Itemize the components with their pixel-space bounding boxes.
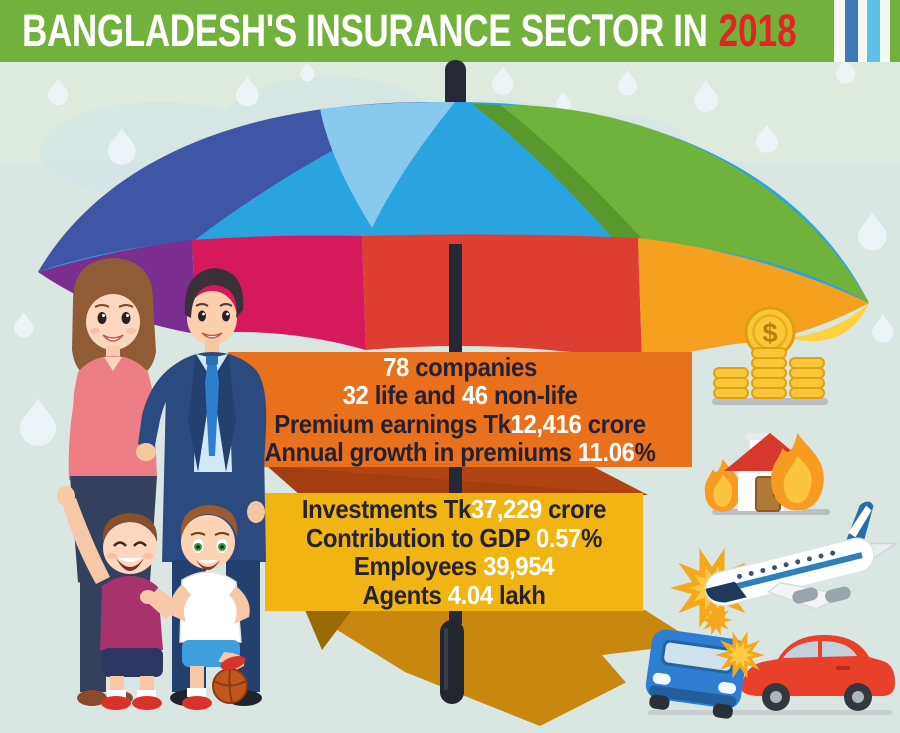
boy-waving-figure [57,486,174,710]
umbrella-handle-highlight [444,628,448,690]
house-on-fire-icon [704,433,830,515]
page-title: BANGLADESH'S INSURANCE SECTOR IN 2018 [22,0,797,62]
umbrella-panel-green-shade [472,104,645,244]
header-green-band [0,0,834,62]
airplane [705,501,899,610]
umbrella-panel-amber [638,238,869,362]
stat-gdp-contribution: Contribution to GDP 0.57% [305,522,603,553]
primary-stats-banner: 78 companies 32 life and 46 non-life Pre… [228,352,692,467]
money-coins-icon: $ [712,306,828,405]
umbrella-panel-red [362,234,642,362]
umbrella-tip [445,60,466,110]
dollar-sign: $ [762,318,777,348]
header-bar: BANGLADESH'S INSURANCE SECTOR IN 2018 [0,0,900,62]
title-year: 2018 [718,5,797,56]
umbrella-panel-green [500,104,869,303]
header-stripe-dark-blue [845,0,858,62]
umbrella-icon [38,102,869,362]
car-crash-icon [645,604,895,719]
umbrella-panel-pale-blue [320,102,455,228]
stat-investments: Investments Tk37,229 crore [301,493,607,524]
stat-life-nonlife: 32 life and 46 non-life [342,379,578,410]
coin-stacks [713,347,825,399]
stat-premium-earnings: Premium earnings Tk12,416 crore [274,408,646,439]
stat-employees: Employees 39,954 [353,551,555,581]
red-car [742,635,895,711]
header-stripe-light-blue [867,0,880,62]
umbrella-panel-yellow-fold [788,303,869,342]
boy-basketball-figure [170,505,250,710]
plane-crash-icon [670,501,899,628]
stat-agents: Agents 4.04 lakh [362,579,546,610]
stat-companies: 78 companies [383,351,537,382]
coins-base [712,398,828,405]
title-text: BANGLADESH'S INSURANCE SECTOR IN [22,5,708,56]
blue-car [645,629,748,719]
secondary-stats-banner: Investments Tk37,229 crore Contribution … [265,493,643,611]
header-stripe-green [890,0,900,62]
stat-annual-growth: Annual growth in premiums 11.06% [264,437,656,468]
